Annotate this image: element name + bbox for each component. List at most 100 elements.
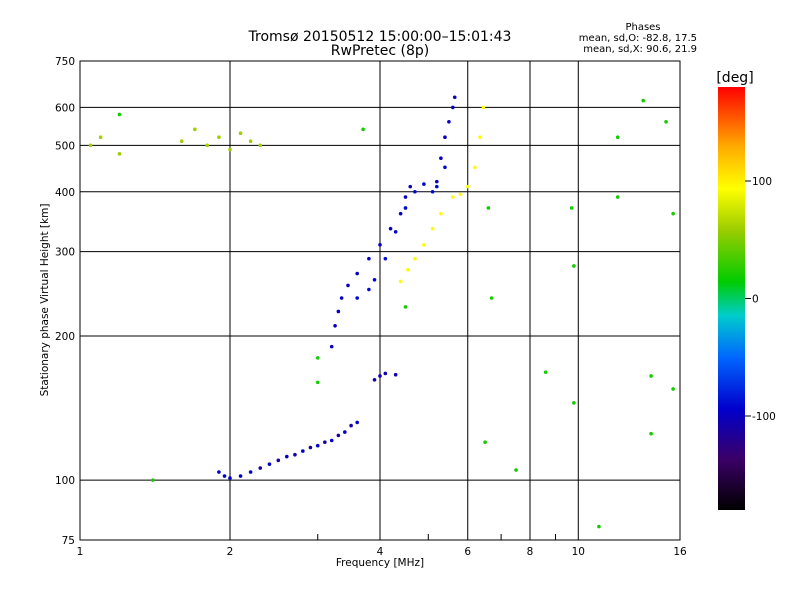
data-point [403,305,408,309]
data-point [434,184,439,189]
data-point [361,127,365,132]
data-point [572,264,576,268]
data-point [228,476,232,480]
y-tick-label: 75 [62,535,75,547]
data-point [481,105,486,110]
x-tick-label: 1 [77,546,84,558]
data-point [343,430,347,434]
data-point [284,454,289,459]
data-point [486,206,491,210]
data-point [329,344,334,349]
data-point [248,139,253,144]
data-point [355,296,359,300]
data-point [355,271,359,276]
data-point [439,156,443,161]
data-point [483,440,487,445]
data-point [346,283,350,288]
y-tick-label: 600 [55,102,75,114]
x-tick-label: 10 [572,546,585,558]
data-point [228,147,232,152]
y-tick-label: 500 [55,140,75,152]
data-point [408,184,413,189]
y-axis-label: Stationary phase Virtual Height [km] [39,204,51,397]
data-point [393,229,398,234]
data-point [315,356,320,360]
data-point [383,371,388,376]
x-tick-label: 8 [527,546,534,558]
data-point [336,433,341,438]
data-point [383,256,388,261]
data-point [649,431,653,436]
data-point [378,374,382,378]
data-point [572,401,576,405]
ticks-layer: 1 2 4 6 8 10 16 75 100 200 300 400 500 600 750 [55,56,687,558]
data-point [222,474,227,478]
data-point [333,324,337,328]
data-point [258,466,263,470]
data-point [336,309,341,314]
grid-layer [80,61,680,540]
data-point [308,445,313,450]
phase-info-o-mode: mean, sd,O: -82.8, 17.5 [579,33,697,44]
data-point [217,470,221,474]
data-point [649,374,653,378]
data-point [597,524,601,529]
data-point [301,449,305,453]
data-point [443,165,447,170]
colorbar-tick-label: 0 [752,294,759,306]
data-point [403,206,408,210]
data-point [276,458,281,463]
data-point [258,143,263,148]
data-point [388,226,393,231]
phase-info-title: Phases [625,22,660,33]
data-point [451,195,455,199]
colorbar-tick-label: 100 [752,176,772,188]
data-point [406,267,410,272]
x-axis-label: Frequency [MHz] [336,557,424,569]
y-tick-label: 200 [55,331,75,343]
data-point [315,380,320,385]
data-point [151,478,155,482]
data-point [372,277,377,282]
data-point [434,179,439,184]
data-point [398,211,403,216]
data-point [430,189,435,194]
data-point [205,143,209,148]
data-point [489,296,494,300]
data-point [98,135,103,139]
data-point [217,135,221,139]
data-point [451,105,455,110]
data-point [615,135,620,139]
data-point [413,256,417,261]
data-point [238,131,243,136]
colorbar-tick-label: -100 [752,411,776,423]
data-point [267,462,272,466]
data-point [339,296,344,300]
data-point [88,143,93,148]
data-point [439,211,443,216]
data-point [478,135,482,139]
data-point [664,119,668,124]
data-point [315,443,320,448]
data-point [355,420,359,425]
x-tick-label: 6 [464,546,471,558]
data-point [615,195,620,199]
data-point [403,195,408,199]
data-point [367,287,371,292]
data-point [367,256,371,261]
data-point [323,440,327,445]
y-tick-label: 100 [55,475,75,487]
y-tick-label: 750 [55,56,75,68]
data-point [179,139,184,144]
data-point [117,152,122,156]
data-point [117,112,122,117]
x-tick-label: 16 [673,546,687,558]
y-tick-label: 400 [55,187,75,199]
data-point [473,165,477,170]
data-point [641,98,646,103]
data-point [671,387,675,391]
data-point [398,279,403,284]
data-point [372,377,377,382]
data-point [458,192,463,197]
